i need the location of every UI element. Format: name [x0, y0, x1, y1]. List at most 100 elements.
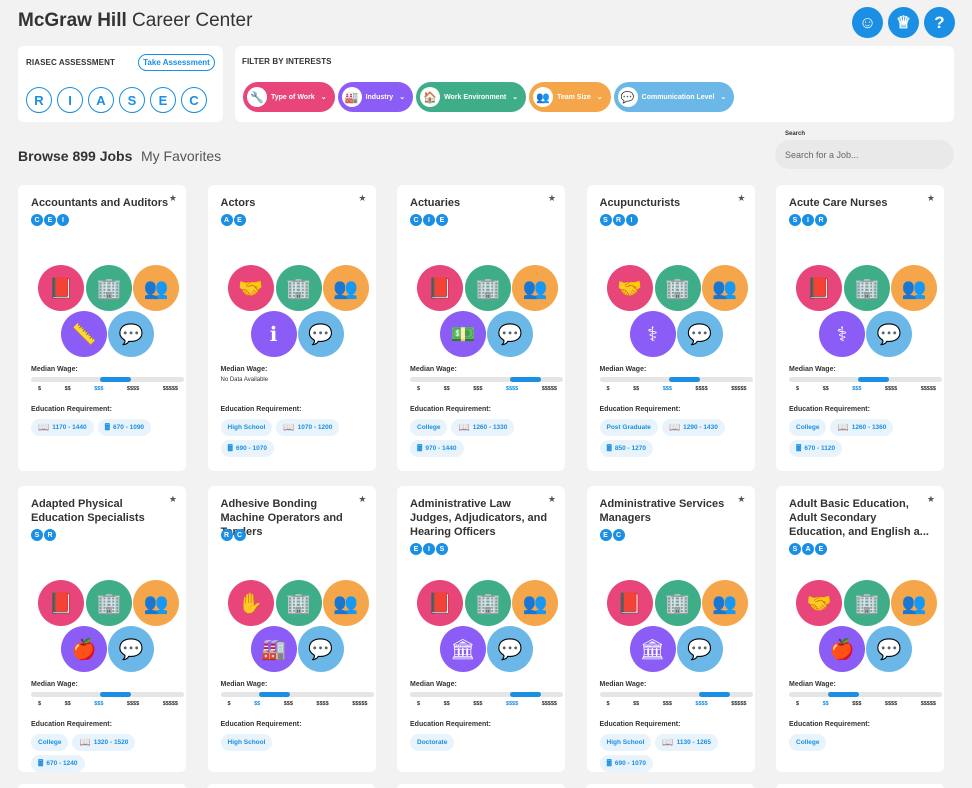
filter-icon: 🔧: [247, 87, 267, 107]
education-pill: 🖩 690 - 1070: [599, 755, 653, 772]
education-pill: 📖 1260 - 1330: [451, 419, 515, 436]
wage-tick: $$$$: [505, 701, 519, 707]
interest-bubble-icon: ⚕: [819, 311, 865, 357]
wage-bar: [599, 692, 753, 697]
brand-name: McGraw Hill: [18, 10, 127, 31]
search-input[interactable]: [775, 140, 954, 169]
filter-communication-level[interactable]: 💬 Communication Level ⌄: [613, 82, 735, 112]
favorite-star-icon[interactable]: ★: [737, 494, 746, 504]
favorite-star-icon[interactable]: ★: [168, 193, 177, 203]
favorite-star-icon[interactable]: ★: [358, 193, 367, 203]
filter-type-of-work[interactable]: 🔧 Type of Work ⌄: [243, 82, 335, 112]
wage-bar: [789, 692, 942, 697]
wage-bar: [789, 377, 942, 382]
interest-bubble-icon: 💬: [676, 311, 723, 357]
education-pill: 🖩 670 - 1090: [97, 419, 152, 436]
job-card[interactable]: ★ Adult Basic Education, Adult Secondary …: [776, 486, 944, 772]
education-value: High School: [227, 424, 266, 431]
help-icon: ?: [934, 12, 945, 32]
interest-bubble-icon: 🍎: [61, 626, 107, 672]
wage-tick: $$$$: [884, 386, 898, 392]
job-title[interactable]: Accountants and Auditors: [31, 197, 169, 209]
job-card[interactable]: ★ Accountants and Auditors C E I 📕 🏢 👥 📏 💬 Median …: [18, 185, 186, 471]
job-card[interactable]: ★ Acupuncturists S R I 🤝 🏢 👥 ⚕ 💬 Median Wage: $ $$ $$…: [586, 185, 755, 471]
interest-bubble-icon: 💬: [676, 626, 723, 672]
riasec-code-badge: I: [625, 214, 638, 226]
job-title[interactable]: Actors: [220, 197, 256, 209]
job-card[interactable]: ★ Administrative Services Managers E C 📕 🏢 👥 🏛 💬…: [586, 486, 755, 772]
education-value: Doctorate: [417, 739, 448, 746]
riasec-a-button[interactable]: A: [88, 87, 114, 113]
wage-tick: $$$: [852, 386, 862, 392]
wage-tick: $$$$: [695, 386, 708, 392]
job-title[interactable]: Adapted Physical Education Specialists: [31, 498, 145, 524]
riasec-e-button[interactable]: E: [150, 87, 176, 113]
card-stub: [18, 784, 186, 788]
chevron-down-icon: ⌄: [512, 94, 519, 101]
riasec-i-button[interactable]: I: [57, 87, 83, 113]
wage-tick: $$: [822, 386, 829, 392]
riasec-c-button[interactable]: C: [181, 87, 207, 113]
wage-bar-fill: [100, 692, 131, 697]
help-button[interactable]: ?: [924, 7, 955, 38]
education-label: Education Requirement:: [789, 406, 870, 413]
education-value: College: [796, 739, 820, 746]
riasec-r-button[interactable]: R: [26, 87, 52, 113]
wage-tick: $$$$$: [920, 701, 936, 707]
card-stub: [586, 784, 754, 788]
filter-label: Team Size: [557, 93, 591, 101]
job-card[interactable]: ★ Adapted Physical Education Specialists S…: [18, 486, 186, 772]
job-card[interactable]: ★ Administrative Law Judges, Adjudicators…: [397, 486, 565, 772]
job-title[interactable]: Administrative Services Managers: [599, 498, 725, 524]
job-card[interactable]: ★ Adhesive Bonding Machine Operators and …: [207, 486, 376, 772]
job-title[interactable]: Acute Care Nurses: [789, 197, 888, 209]
job-title[interactable]: Actuaries: [410, 197, 461, 209]
riasec-code-badge: C: [612, 529, 625, 541]
education-pill: College: [789, 734, 827, 751]
filter-work-environment[interactable]: 🏠 Work Environment ⌄: [416, 82, 527, 112]
my-favorites-tab[interactable]: My Favorites: [141, 148, 222, 164]
filter-icon: 💬: [617, 87, 638, 107]
wage-tick: $$$$: [126, 386, 140, 392]
favorite-star-icon[interactable]: ★: [926, 193, 935, 203]
filter-industry[interactable]: 🏭 Industry ⌄: [337, 82, 414, 112]
score-icon: 📖: [662, 737, 674, 747]
chevron-down-icon: ⌄: [320, 94, 327, 101]
favorite-star-icon[interactable]: ★: [737, 193, 746, 203]
median-wage-label: Median Wage:: [599, 681, 647, 688]
interest-bubble-icon: 🏢: [465, 265, 511, 311]
search-label: Search: [785, 131, 806, 137]
job-title[interactable]: Adhesive Bonding Machine Operators and T…: [220, 498, 343, 538]
education-pill: High School: [599, 734, 652, 751]
favorite-star-icon[interactable]: ★: [358, 494, 367, 504]
accessibility-button[interactable]: ☺: [852, 7, 883, 38]
riasec-code-badge: C: [233, 529, 246, 541]
education-pill: 📖 1170 - 1440: [31, 419, 94, 436]
education-pill: 🖩 670 - 1240: [31, 755, 85, 772]
filter-team-size[interactable]: 👥 Team Size ⌄: [529, 82, 611, 112]
education-pill: Post Graduate: [599, 419, 658, 436]
riasec-code-badge: A: [220, 214, 233, 226]
job-card[interactable]: ★ Actuaries C I E 📕 🏢 👥 💵 💬 Median Wage: $ $$ $$$ $$$$…: [397, 185, 565, 471]
favorite-star-icon[interactable]: ★: [547, 193, 556, 203]
job-card[interactable]: ★ Actors A E 🤝 🏢 👥 ℹ 💬 Median Wage: No Data Availa…: [207, 185, 376, 471]
wage-bar: [31, 377, 184, 382]
job-title[interactable]: Administrative Law Judges, Adjudicators,…: [410, 498, 548, 538]
favorite-star-icon[interactable]: ★: [168, 494, 177, 504]
riasec-s-button[interactable]: S: [119, 87, 145, 113]
job-title[interactable]: Adult Basic Education, Adult Secondary E…: [789, 498, 929, 538]
job-card[interactable]: ★ Acute Care Nurses S I R 📕 🏢 👥 ⚕ 💬 Median Wage: $ $…: [776, 185, 944, 471]
favorite-star-icon[interactable]: ★: [926, 494, 935, 504]
browse-jobs-tab[interactable]: Browse 899 Jobs: [18, 148, 133, 164]
job-title[interactable]: Acupuncturists: [599, 197, 681, 209]
chevron-down-icon: ⌄: [399, 94, 406, 101]
take-assessment-button[interactable]: Take Assessment: [138, 54, 215, 71]
favorite-star-icon[interactable]: ★: [547, 494, 556, 504]
achievements-button[interactable]: ♕: [888, 7, 919, 38]
education-value: 1260 - 1330: [472, 424, 508, 431]
